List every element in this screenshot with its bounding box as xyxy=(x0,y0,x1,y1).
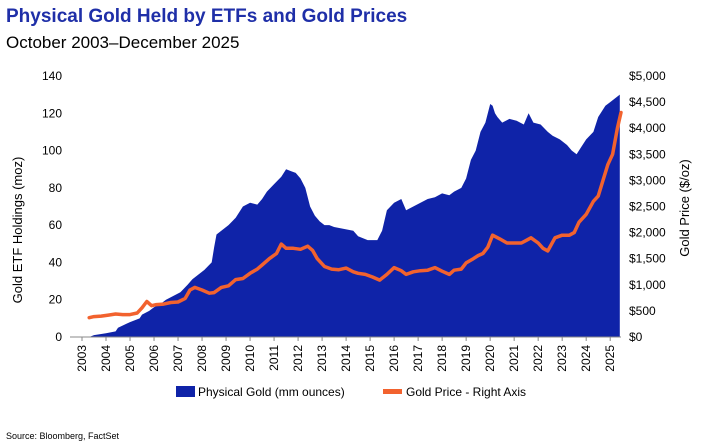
x-tick-label: 2024 xyxy=(579,345,593,372)
price-line xyxy=(87,110,623,320)
y2-tick-label: $4,000 xyxy=(629,121,666,135)
x-tick-label: 2014 xyxy=(339,345,353,372)
legend: Physical Gold (mm ounces) Gold Price - R… xyxy=(176,385,526,399)
y-tick-label: 100 xyxy=(42,144,62,158)
x-tick-label: 2004 xyxy=(99,345,113,372)
y2-tick-label: $3,000 xyxy=(629,173,666,187)
chart-subtitle: October 2003–December 2025 xyxy=(6,33,240,52)
x-tick-label: 2011 xyxy=(267,345,281,371)
y2-tick-label: $0 xyxy=(629,330,643,344)
x-tick-label: 2007 xyxy=(171,345,185,372)
y-axis-label: Gold ETF Holdings (moz) xyxy=(10,157,25,304)
y-tick-label: 80 xyxy=(49,181,63,195)
legend-label-holdings: Physical Gold (mm ounces) xyxy=(198,385,345,399)
x-tick-label: 2017 xyxy=(411,345,425,372)
y2-tick-label: $1,500 xyxy=(629,252,666,266)
legend-swatch-price xyxy=(383,389,402,394)
y-tick-label: 60 xyxy=(49,218,63,232)
x-tick-label: 2005 xyxy=(123,345,137,372)
x-tick-label: 2012 xyxy=(291,345,305,372)
x-tick-label: 2021 xyxy=(507,345,521,372)
x-tick-label: 2016 xyxy=(387,345,401,372)
y2-tick-label: $4,500 xyxy=(629,95,666,109)
chart-title: Physical Gold Held by ETFs and Gold Pric… xyxy=(6,6,408,27)
x-tick-label: 2013 xyxy=(315,345,329,372)
y-tick-label: 0 xyxy=(55,330,62,344)
y-tick-label: 120 xyxy=(42,106,62,120)
y2-axis-label: Gold Price ($/oz) xyxy=(677,159,692,257)
y-tick-label: 20 xyxy=(49,293,63,307)
x-tick-label: 2015 xyxy=(363,345,377,372)
x-tick-label: 2008 xyxy=(195,345,209,372)
x-tick-label: 2003 xyxy=(75,345,89,372)
x-tick-label: 2009 xyxy=(219,345,233,372)
source-note: Source: Bloomberg, FactSet xyxy=(6,431,120,441)
x-tick-label: 2010 xyxy=(243,345,257,372)
x-tick-label: 2019 xyxy=(459,345,473,372)
holdings-area xyxy=(89,94,620,337)
y-tick-label: 40 xyxy=(49,255,63,269)
y2-tick-label: $2,000 xyxy=(629,226,666,240)
x-tick-label: 2018 xyxy=(435,345,449,372)
x-tick-label: 2025 xyxy=(603,345,617,372)
x-tick-label: 2020 xyxy=(483,345,497,372)
y2-tick-label: $500 xyxy=(629,304,656,318)
x-tick-label: 2022 xyxy=(531,345,545,372)
x-tick-label: 2006 xyxy=(147,345,161,372)
x-tick-label: 2023 xyxy=(555,345,569,372)
y2-tick-label: $1,000 xyxy=(629,278,666,292)
legend-label-price: Gold Price - Right Axis xyxy=(406,385,526,399)
y2-tick-label: $3,500 xyxy=(629,147,666,161)
y-tick-label: 140 xyxy=(42,69,62,83)
y2-tick-label: $5,000 xyxy=(629,69,666,83)
y2-tick-label: $2,500 xyxy=(629,200,666,214)
legend-swatch-holdings xyxy=(176,386,195,397)
